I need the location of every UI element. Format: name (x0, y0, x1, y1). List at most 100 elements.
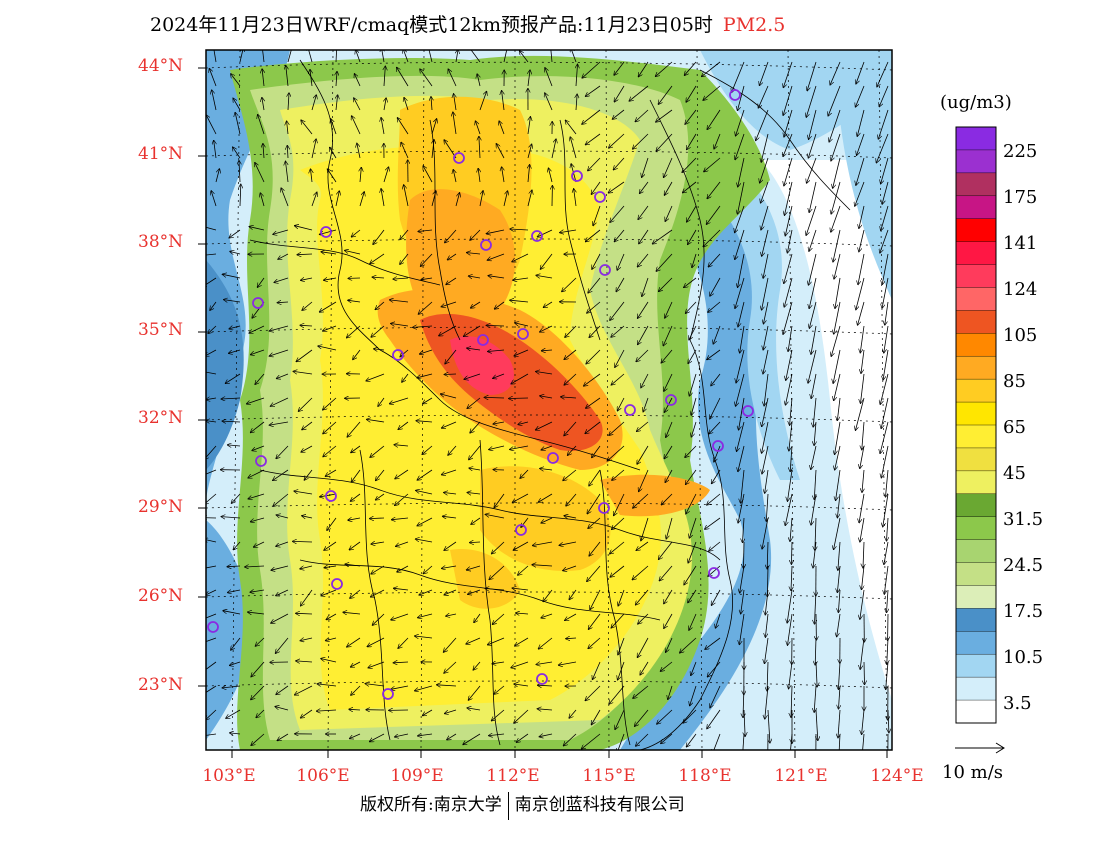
legend-label: 85 (1003, 371, 1026, 392)
wind-arrow (513, 493, 529, 502)
wind-arrow (351, 445, 361, 453)
wind-arrow (610, 205, 625, 222)
wind-arrow (656, 109, 673, 122)
wind-arrow (882, 277, 889, 308)
wind-arrow (709, 541, 721, 551)
wind-arrow (502, 167, 504, 183)
wind-arrow (887, 637, 888, 664)
wind-arrow (663, 325, 673, 346)
wind-arrow (702, 61, 721, 76)
wind-arrow (586, 133, 601, 145)
wind-arrow (539, 493, 553, 502)
wind-arrow (541, 613, 553, 618)
wind-arrow (880, 421, 889, 453)
wind-arrow (708, 253, 721, 267)
wind-arrow (859, 493, 865, 523)
site-marker (742, 405, 754, 417)
wind-arrow (877, 61, 889, 87)
wind-arrow (858, 301, 865, 325)
wind-arrow (229, 326, 241, 329)
wind-arrow (512, 253, 529, 262)
wind-arrow (277, 733, 289, 741)
wind-arrow (636, 589, 649, 605)
wind-arrow (589, 325, 601, 337)
legend-color-cell (956, 310, 996, 334)
wind-arrow (609, 685, 625, 704)
wind-arrow (296, 349, 313, 362)
wind-arrow (240, 185, 241, 207)
wind-arrow (668, 685, 673, 699)
wind-arrow (680, 637, 697, 653)
wind-arrow (503, 50, 508, 63)
wind-arrow (811, 325, 817, 354)
wind-arrow (278, 253, 289, 259)
wind-arrow (765, 589, 769, 615)
wind-arrow (286, 162, 289, 183)
wind-arrow (783, 133, 793, 156)
wind-arrow (271, 397, 289, 406)
wind-arrow (856, 85, 865, 107)
lon-label-103: 103°E (202, 766, 256, 786)
wind-arrow (857, 109, 865, 136)
wind-arrow (540, 469, 553, 471)
lat-label-44: 44°N (138, 56, 184, 76)
wind-arrow (287, 146, 288, 159)
wind-arrow (206, 421, 217, 422)
wind-arrow (636, 733, 649, 746)
wind-arrow (488, 637, 505, 645)
wind-arrow (618, 589, 625, 606)
wind-arrow (857, 133, 865, 155)
wind-arrow (351, 469, 361, 482)
wind-arrow (492, 541, 505, 554)
wind-arrow (684, 277, 697, 287)
wind-arrow (324, 541, 337, 550)
wind-arrow (348, 518, 361, 520)
wind-arrow (664, 589, 673, 604)
wind-arrow (541, 517, 553, 523)
wind-arrow (756, 109, 769, 140)
legend-color-cell (956, 447, 996, 472)
wind-arrow (395, 733, 409, 737)
wind-arrow (565, 325, 577, 337)
wind-arrow (255, 373, 265, 384)
wind-arrow (691, 421, 697, 437)
wind-arrow (811, 373, 817, 398)
wind-arrow (732, 61, 745, 92)
wind-arrow (517, 733, 529, 742)
wind-arrow (691, 661, 697, 675)
legend-color-cell (956, 218, 996, 243)
wind-arrow (467, 253, 481, 254)
wind-arrow (588, 637, 601, 648)
wind-arrow (515, 637, 529, 646)
graticule (206, 50, 892, 750)
wind-arrow (859, 229, 865, 252)
wind-arrow (206, 115, 217, 135)
wind-arrow (838, 541, 840, 570)
wind-arrow (335, 50, 338, 63)
wind-arrow (351, 685, 361, 695)
wind-arrow (326, 469, 337, 476)
wind-arrow (787, 589, 793, 623)
wind-arrow (831, 325, 841, 356)
legend-color-bar (955, 126, 997, 724)
wind-arrow (714, 445, 721, 462)
wind-arrow (229, 229, 241, 238)
wind-arrow (640, 661, 649, 675)
wind-arrow (789, 421, 793, 451)
lon-label-112: 112°E (486, 766, 540, 786)
wind-arrow (593, 205, 601, 226)
wind-arrow (665, 469, 673, 482)
wind-arrow (308, 50, 313, 63)
copyright-divider (507, 791, 509, 820)
wind-arrow (714, 133, 721, 149)
wind-arrow (532, 565, 553, 566)
wind-arrow (791, 541, 792, 564)
wind-arrow (855, 181, 865, 206)
wind-arrow (658, 85, 673, 104)
wind-arrow (354, 98, 361, 111)
wind-arrow (276, 541, 289, 546)
wind-arrow (568, 445, 577, 455)
wind-arrow (420, 349, 433, 354)
wind-arrow (586, 85, 601, 96)
wind-arrow (629, 85, 649, 101)
